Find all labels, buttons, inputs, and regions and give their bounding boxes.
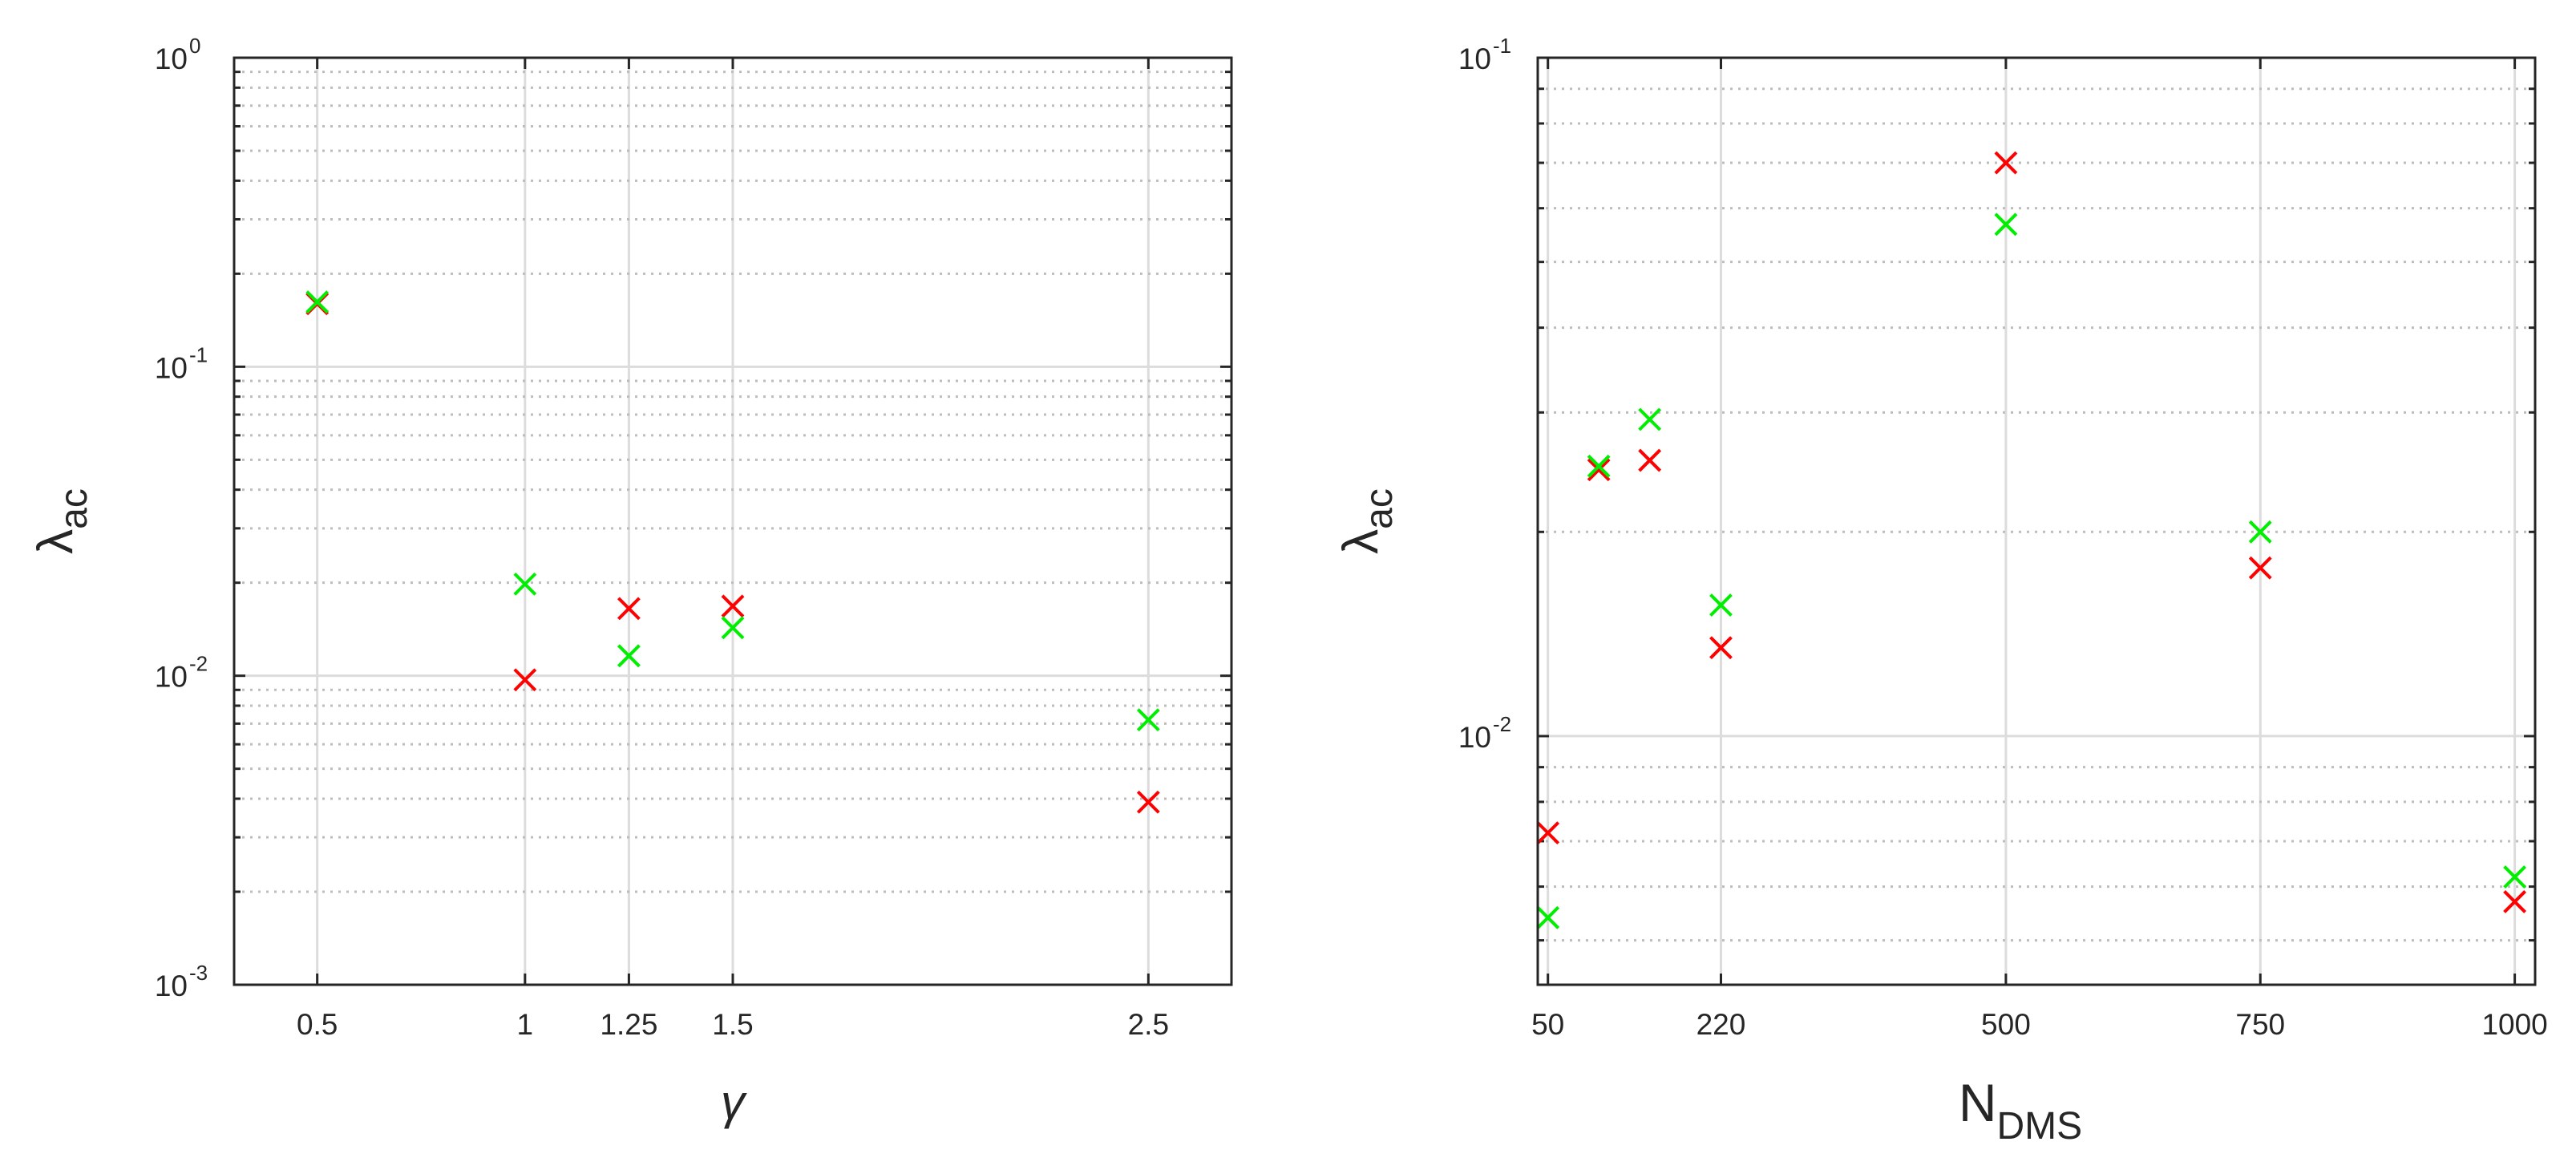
marker-stroke [513,572,537,596]
marker-stroke [721,616,745,640]
data-point [1536,821,1560,845]
data-point [1994,151,2018,175]
marker-stroke [1994,151,2018,175]
marker-stroke [1638,407,1662,431]
x-tick-label: 2.5 [1128,1008,1169,1041]
data-point [1638,448,1662,472]
x-tick-label: 1.5 [712,1008,753,1041]
marker-stroke [2503,865,2527,889]
data-point [617,644,641,668]
y-tick-label: 10 [155,43,188,75]
right-y-axis-label: λac [1333,488,1401,554]
data-point [1709,593,1733,617]
marker-stroke [1638,448,1662,472]
y-tick-label: 10 [155,661,188,694]
marker-stroke [1587,454,1611,478]
data-point [2248,556,2272,580]
data-point [1994,213,2018,237]
data-point [721,616,745,640]
data-point [617,597,641,621]
marker-stroke [1709,636,1733,660]
data-point [513,668,537,692]
left-axes-frame [233,56,1233,986]
y-tick-label: 10 [1458,43,1491,75]
data-point [1709,636,1733,660]
marker-stroke [617,644,641,668]
data-point [2248,520,2272,544]
x-tick-label: 0.5 [297,1008,338,1041]
y-tick-label: 10 [155,351,188,384]
data-point [1587,454,1611,478]
marker-stroke [1536,821,1560,845]
data-point [1587,458,1611,482]
y-tick-exponent: 0 [189,34,200,58]
y-tick-exponent: -1 [189,342,208,366]
data-point [513,572,537,596]
x-tick-label: 1 [517,1008,534,1041]
y-tick-exponent: -3 [189,961,208,985]
marker-stroke [617,597,641,621]
marker-stroke [1587,458,1611,482]
y-tick-exponent: -2 [189,652,208,676]
x-tick-label: 1000 [2481,1008,2547,1041]
marker-stroke [2503,890,2527,913]
x-tick-label: 220 [1696,1008,1746,1041]
marker-stroke [2248,556,2272,580]
x-tick-label: 750 [2235,1008,2285,1041]
right-x-axis-label: NDMS [1959,1073,2082,1148]
y-tick-label: 10 [155,970,188,1002]
left-y-axis-label: λac [28,488,95,554]
marker-stroke [1536,905,1560,929]
marker-stroke [1136,790,1160,814]
data-point [1136,708,1160,732]
data-point [2503,890,2527,913]
right-axes-frame [1536,56,2537,986]
x-tick-label: 500 [1981,1008,2031,1041]
y-tick-exponent: -2 [1493,712,1511,736]
x-tick-label: 1.25 [600,1008,657,1041]
data-point [1638,407,1662,431]
left-x-axis-label: γ [721,1075,747,1129]
x-tick-label: 50 [1531,1008,1564,1041]
marker-stroke [1994,213,2018,237]
data-point [1536,905,1560,929]
marker-stroke [305,290,330,314]
marker-stroke [1136,708,1160,732]
marker-stroke [513,668,537,692]
y-tick-exponent: -1 [1493,34,1511,58]
data-point [2503,865,2527,889]
data-point [721,594,745,618]
data-point [1136,790,1160,814]
marker-stroke [721,594,745,618]
marker-stroke [1709,593,1733,617]
data-point [305,290,330,314]
y-tick-label: 10 [1458,721,1491,754]
marker-stroke [2248,520,2272,544]
